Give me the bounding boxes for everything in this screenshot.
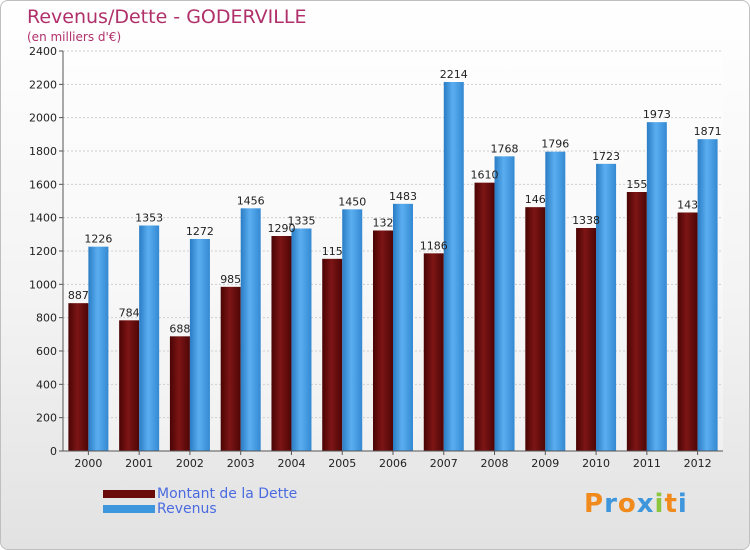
y-tick-label: 1800 <box>29 145 57 158</box>
data-label-revenus: 1353 <box>135 212 163 225</box>
y-tick-label: 2400 <box>29 45 57 58</box>
bar-revenus <box>342 209 363 451</box>
data-label-revenus: 2214 <box>440 68 468 81</box>
bar-revenus <box>545 151 566 451</box>
x-tick-label: 2003 <box>227 457 255 470</box>
x-tick-label: 2012 <box>684 457 712 470</box>
data-label-dette: 887 <box>68 289 89 302</box>
y-tick-label: 2000 <box>29 112 57 125</box>
x-axis: 2000 2001 2002 2003 2004 2005 2006 2007 2008 2009… <box>63 450 723 470</box>
data-label-dette: 1610 <box>471 169 499 182</box>
x-tick-label: 2004 <box>277 457 305 470</box>
legend-label-dette: Montant de la Dette <box>157 486 298 502</box>
data-label-revenus: 1272 <box>186 225 214 238</box>
logo-letter: t <box>664 489 678 519</box>
x-tick-label: 2001 <box>125 457 153 470</box>
bar-revenus <box>393 203 413 451</box>
bar-revenus <box>291 228 312 451</box>
bar-dette <box>169 336 190 451</box>
bar-dette <box>525 207 546 451</box>
data-label-dette: 688 <box>169 322 190 335</box>
bar-revenus <box>443 82 464 451</box>
data-label-revenus: 1483 <box>389 190 417 203</box>
bar-revenus <box>189 239 210 451</box>
data-label-dette: 143 <box>677 199 698 212</box>
bar-revenus <box>240 208 261 451</box>
y-tick-label: 800 <box>36 312 57 325</box>
x-tick-label: 2006 <box>379 457 407 470</box>
y-tick-label: 600 <box>36 345 57 358</box>
bar-revenus <box>697 139 718 451</box>
x-tick-label: 2000 <box>74 457 102 470</box>
logo-letter: P <box>584 489 605 519</box>
logo-letter: i <box>654 489 665 519</box>
bar-dette <box>423 253 444 451</box>
x-tick-label: 2007 <box>430 457 458 470</box>
proxiti-logo: Proxiti <box>584 489 688 519</box>
bar-dette <box>271 236 292 451</box>
y-tick-label: 1000 <box>29 278 57 291</box>
bar-revenus <box>88 246 109 451</box>
bar-revenus <box>494 156 515 452</box>
data-label-revenus: 1768 <box>491 142 519 155</box>
data-label-revenus: 1226 <box>84 233 112 246</box>
y-tick-label: 2200 <box>29 78 57 91</box>
bar-dette <box>322 258 343 451</box>
bar-dette <box>220 286 241 451</box>
logo-letter: i <box>677 489 688 519</box>
bar-dette <box>68 303 89 451</box>
data-label-revenus: 1335 <box>287 215 315 228</box>
y-axis: 0 200 400 600 800 1000 1200 1400 1600 1800 2000 220… <box>29 45 64 458</box>
chart-title: Revenus/Dette - GODERVILLE <box>27 6 307 28</box>
x-tick-label: 2011 <box>633 457 661 470</box>
data-label-revenus: 1456 <box>237 194 265 207</box>
data-label-revenus: 1871 <box>694 125 722 138</box>
bar-dette <box>677 212 698 451</box>
logo-letter: x <box>636 489 655 519</box>
x-tick-label: 2008 <box>481 457 509 470</box>
chart-subtitle: (en milliers d'€) <box>27 30 122 44</box>
data-label-dette: 784 <box>119 306 140 319</box>
data-label-revenus: 1796 <box>541 138 569 151</box>
bar-revenus <box>596 163 617 452</box>
legend-swatch-revenus <box>103 505 155 513</box>
legend-swatch-dette <box>103 490 155 498</box>
x-tick-label: 2002 <box>176 457 204 470</box>
logo-letter: r <box>604 489 618 519</box>
data-label-revenus: 1450 <box>338 195 366 208</box>
y-tick-label: 1400 <box>29 212 57 225</box>
y-tick-label: 200 <box>36 412 57 425</box>
legend-label-revenus: Revenus <box>157 501 217 517</box>
bar-dette <box>626 192 647 451</box>
bar-dette <box>576 228 597 451</box>
data-label-revenus: 1723 <box>592 150 620 163</box>
data-label-dette: 985 <box>220 273 241 286</box>
bars <box>68 82 718 452</box>
data-label-dette: 115 <box>322 245 343 258</box>
data-label-dette: 155 <box>626 178 647 191</box>
x-tick-label: 2009 <box>531 457 559 470</box>
y-tick-label: 1200 <box>29 245 57 258</box>
bar-dette <box>474 182 495 451</box>
y-tick-label: 1600 <box>29 178 57 191</box>
data-label-dette: 146 <box>525 193 546 206</box>
bar-dette <box>119 320 140 451</box>
data-label-dette: 132 <box>373 217 394 230</box>
data-label-dette: 1186 <box>420 239 448 252</box>
bar-dette <box>373 230 393 451</box>
x-tick-label: 2010 <box>582 457 610 470</box>
bar-revenus <box>646 122 667 452</box>
y-tick-label: 400 <box>36 378 57 391</box>
data-label-dette: 1338 <box>572 214 600 227</box>
bar-revenus <box>139 225 160 451</box>
logo-letter: o <box>617 489 637 519</box>
y-tick-label: 0 <box>50 445 57 458</box>
data-label-revenus: 1973 <box>643 108 671 121</box>
x-tick-label: 2005 <box>328 457 356 470</box>
data-label-dette: 1290 <box>267 222 295 235</box>
